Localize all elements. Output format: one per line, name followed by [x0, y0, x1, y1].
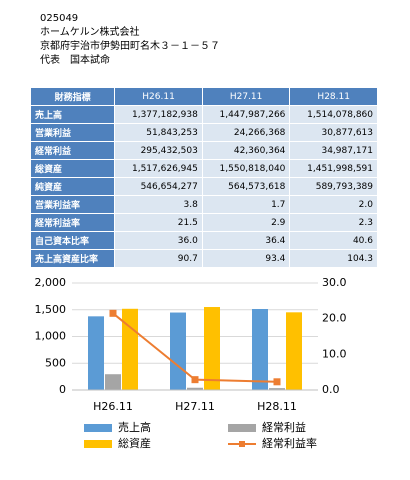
cell: 30,877,613 — [289, 123, 378, 142]
row-label: 売上高資産比率 — [29, 249, 116, 268]
cell: 564,573,618 — [201, 177, 291, 196]
table-row: 経常利益 295,432,503 42,360,364 34,987,171 — [29, 141, 378, 160]
row-label: 営業利益率 — [29, 195, 116, 214]
legend-swatch — [239, 441, 245, 447]
y-tick-label: 1,500 — [35, 303, 67, 316]
legend-label: 売上高 — [118, 420, 151, 434]
legend-label: 経常利益 — [262, 420, 306, 434]
legend-swatch — [228, 424, 256, 432]
bar — [204, 307, 220, 390]
representative: 代表 国本試命 — [40, 55, 110, 66]
y-tick-label: 0 — [59, 383, 66, 396]
cell: 1,447,987,266 — [201, 105, 291, 124]
bar — [170, 312, 186, 390]
y-tick-label: 1,000 — [35, 330, 67, 343]
y-tick-label: 500 — [45, 356, 66, 369]
column-header: 財務指標 — [29, 87, 116, 106]
table-row: 売上高資産比率 90.7 93.4 104.3 — [29, 249, 378, 268]
cell: 2.0 — [289, 195, 378, 214]
cell: 36.4 — [201, 231, 291, 250]
bar — [88, 316, 104, 390]
financial-table: 財務指標 H26.11 H27.11 H28.11 売上高 1,377,182,938 1,… — [29, 87, 378, 268]
cell: 34,987,171 — [289, 141, 378, 160]
y2-tick-label: 0.0 — [322, 383, 340, 396]
table-row: 営業利益 51,843,253 24,266,368 30,877,613 — [29, 123, 378, 142]
marker — [191, 376, 199, 384]
header: 025049 ホームケルン株式会社 京都府宇治市伊勢田町名木３－１－５７ 代表 … — [40, 12, 220, 68]
cell: 40.6 — [289, 231, 378, 250]
table-row: 総資産 1,517,626,945 1,550,818,040 1,451,998,5… — [29, 159, 378, 178]
y2-tick-label: 20.0 — [322, 312, 347, 325]
legend-swatch — [84, 440, 112, 448]
legend-label: 総資産 — [118, 436, 151, 450]
y-tick-label: 2,000 — [35, 276, 67, 289]
table-row: 自己資本比率 36.0 36.4 40.6 — [29, 231, 378, 250]
code: 025049 — [40, 13, 79, 24]
legend-label: 経常利益率 — [262, 436, 317, 450]
cell: 51,843,253 — [114, 123, 203, 142]
cell: 1,451,998,591 — [289, 159, 378, 178]
y2-tick-label: 30.0 — [322, 276, 347, 289]
column-header: H28.11 — [289, 87, 378, 106]
bar — [122, 308, 138, 390]
row-label: 自己資本比率 — [29, 231, 116, 250]
legend-swatch — [84, 424, 112, 432]
x-tick-label: H28.11 — [257, 400, 297, 413]
row-label: 経常利益率 — [29, 213, 116, 232]
bar — [269, 388, 285, 390]
cell: 3.8 — [114, 195, 203, 214]
cell: 90.7 — [114, 249, 203, 268]
table-row: 経常利益率 21.5 2.9 2.3 — [29, 213, 378, 232]
cell: 2.3 — [289, 213, 378, 232]
cell: 104.3 — [289, 249, 378, 268]
bar — [252, 309, 268, 390]
x-tick-label: H26.11 — [93, 400, 133, 413]
bar — [105, 374, 121, 390]
cell: 36.0 — [114, 231, 203, 250]
marker — [109, 309, 117, 317]
company: ホームケルン株式会社 — [40, 27, 140, 38]
row-label: 売上高 — [29, 105, 116, 124]
row-label: 純資産 — [29, 177, 116, 196]
address: 京都府宇治市伊勢田町名木３－１－５７ — [40, 41, 220, 52]
bar — [187, 387, 203, 390]
cell: 1,550,818,040 — [201, 159, 291, 178]
cell: 93.4 — [201, 249, 291, 268]
marker — [273, 378, 281, 386]
column-header: H26.11 — [114, 87, 203, 106]
row-label: 営業利益 — [29, 123, 116, 142]
cell: 24,266,368 — [201, 123, 291, 142]
y2-tick-label: 10.0 — [322, 347, 347, 360]
bar — [286, 312, 302, 390]
table-row: 純資産 546,654,277 564,573,618 589,793,389 — [29, 177, 378, 196]
x-tick-label: H27.11 — [175, 400, 215, 413]
cell: 42,360,364 — [201, 141, 291, 160]
cell: 589,793,389 — [289, 177, 378, 196]
